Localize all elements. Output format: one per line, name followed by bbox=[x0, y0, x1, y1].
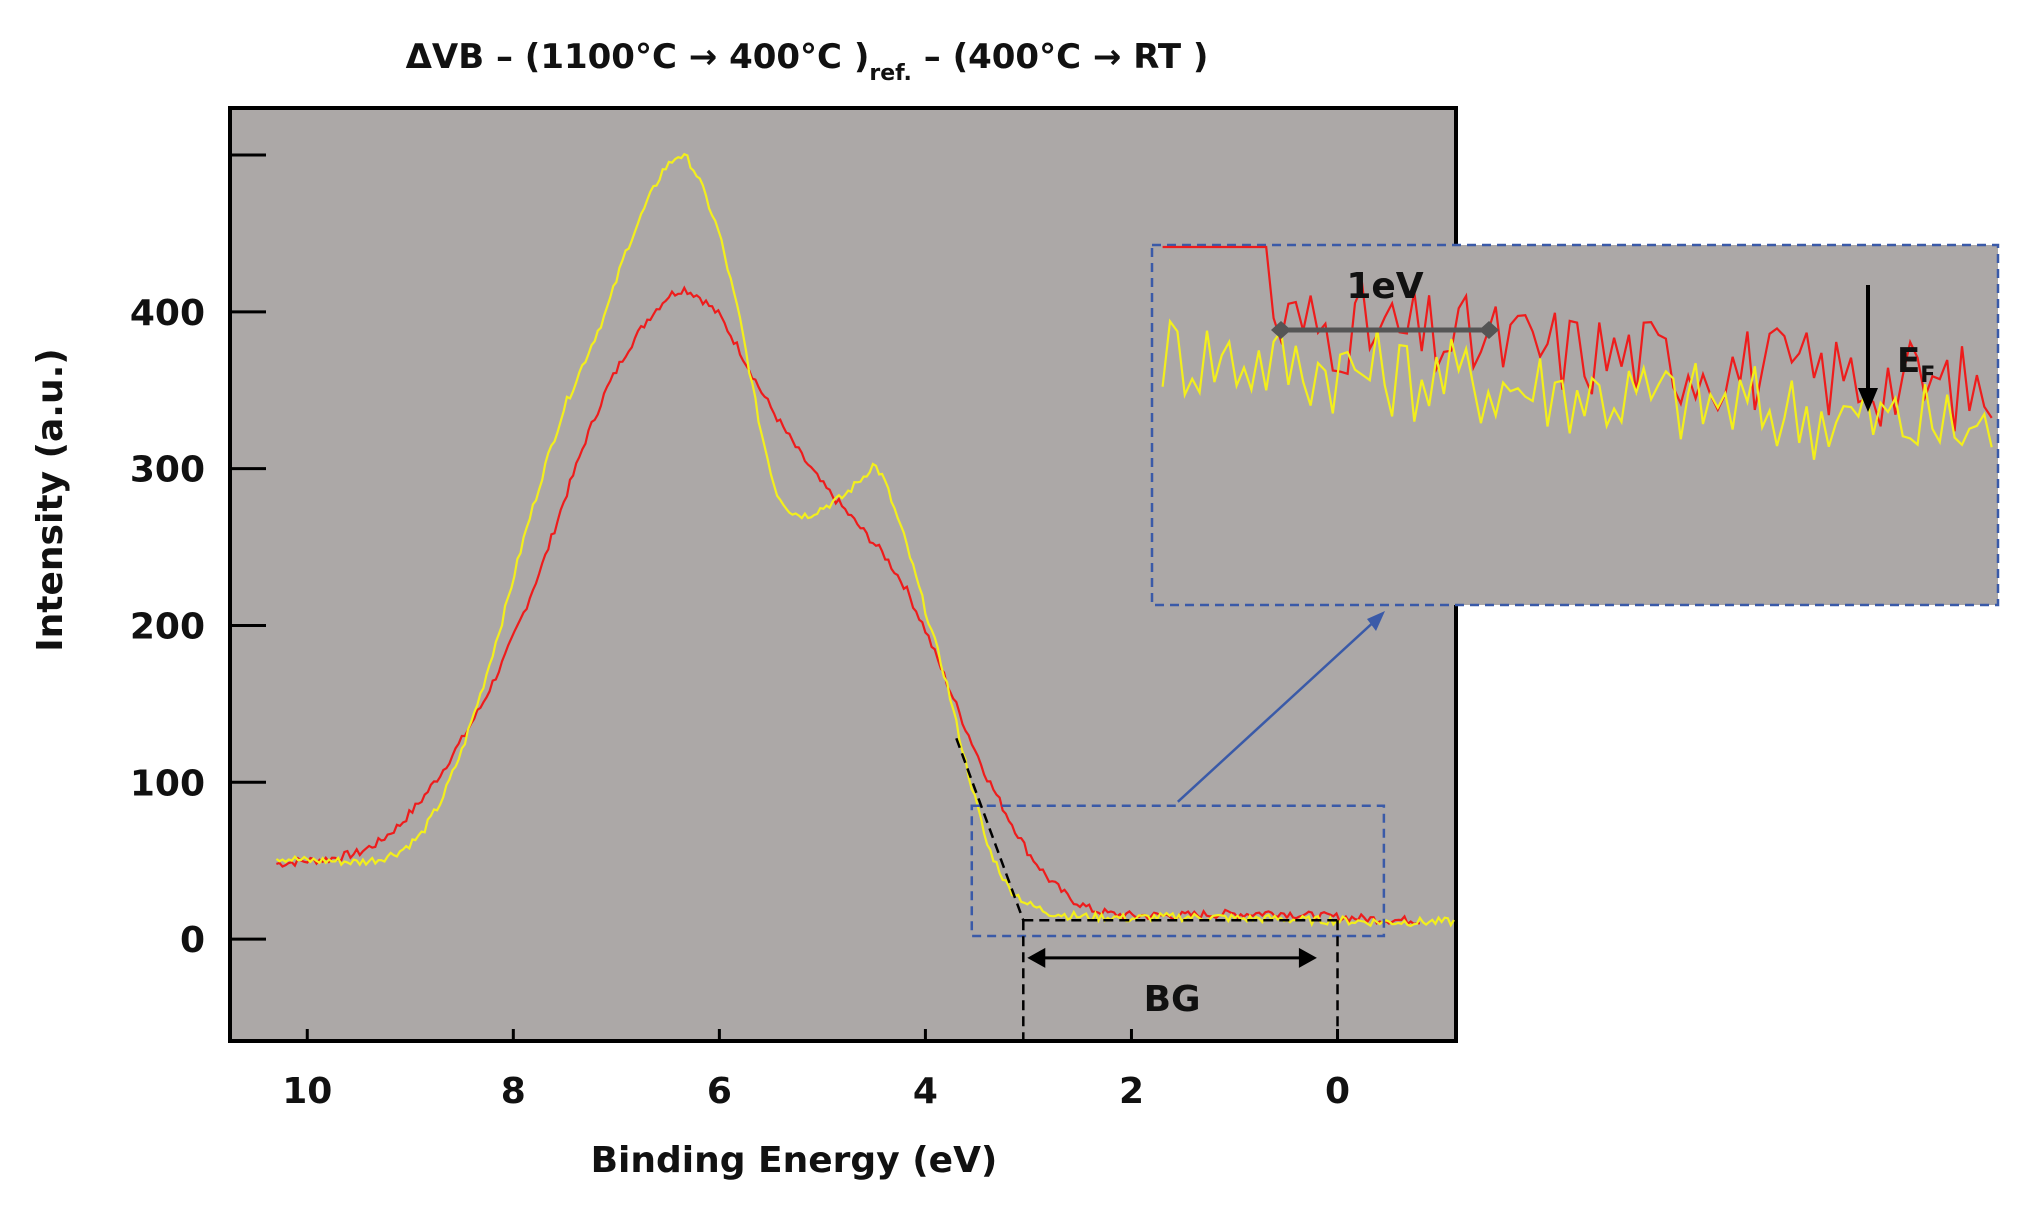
x-tick-label: 4 bbox=[913, 1071, 938, 1112]
inset-connector-line bbox=[1176, 617, 1379, 803]
x-tick-label: 2 bbox=[1119, 1071, 1144, 1112]
scale-bar-right-end bbox=[1479, 321, 1499, 339]
x-tick-label: 10 bbox=[282, 1071, 332, 1112]
annotations: BG bbox=[955, 737, 1386, 1041]
fermi-label-sub: F bbox=[1920, 363, 1935, 388]
inset-connector-head bbox=[1367, 611, 1385, 631]
y-tick-label: 200 bbox=[130, 606, 205, 647]
y-tick-label: 0 bbox=[180, 920, 205, 961]
inset-box bbox=[1150, 243, 2000, 607]
y-axis-label: Intensity (a.u.) bbox=[30, 348, 71, 651]
fermi-label-main: E bbox=[1897, 341, 1920, 381]
x-tick-label: 0 bbox=[1325, 1071, 1350, 1112]
y-tick-label: 300 bbox=[130, 450, 205, 491]
chart-title-main: ΔVB – (1100°C → 400°C ) bbox=[406, 37, 870, 77]
chart-title-subscript: ref. bbox=[869, 61, 912, 86]
bg-arrow-head-left bbox=[1027, 947, 1046, 968]
bg-arrow-head-right bbox=[1298, 947, 1317, 968]
series-line-yellow bbox=[275, 152, 1455, 928]
inset-zoom: 1eV EF bbox=[1150, 243, 2000, 803]
scale-bar-label: 1eV bbox=[1346, 266, 1423, 307]
x-axis-label: Binding Energy (eV) bbox=[591, 1140, 998, 1181]
chart-title: ΔVB – (1100°C → 400°C )ref. – (400°C → R… bbox=[406, 37, 1209, 86]
x-tick-label: 6 bbox=[707, 1071, 732, 1112]
inset-series-red bbox=[1162, 245, 1993, 432]
inset-series-yellow bbox=[1161, 318, 1993, 460]
data-series bbox=[275, 152, 1455, 928]
bg-label: BG bbox=[1144, 979, 1201, 1020]
x-tick-label: 8 bbox=[501, 1071, 526, 1112]
fermi-label: EF bbox=[1897, 341, 1935, 388]
y-tick-label: 400 bbox=[130, 293, 205, 334]
chart-title-tail: – (400°C → RT ) bbox=[912, 37, 1209, 77]
scale-bar-left-end bbox=[1271, 321, 1291, 339]
band-edge-tangent bbox=[955, 737, 1025, 921]
y-tick-label: 100 bbox=[130, 763, 205, 804]
fermi-arrow-head bbox=[1858, 388, 1878, 412]
